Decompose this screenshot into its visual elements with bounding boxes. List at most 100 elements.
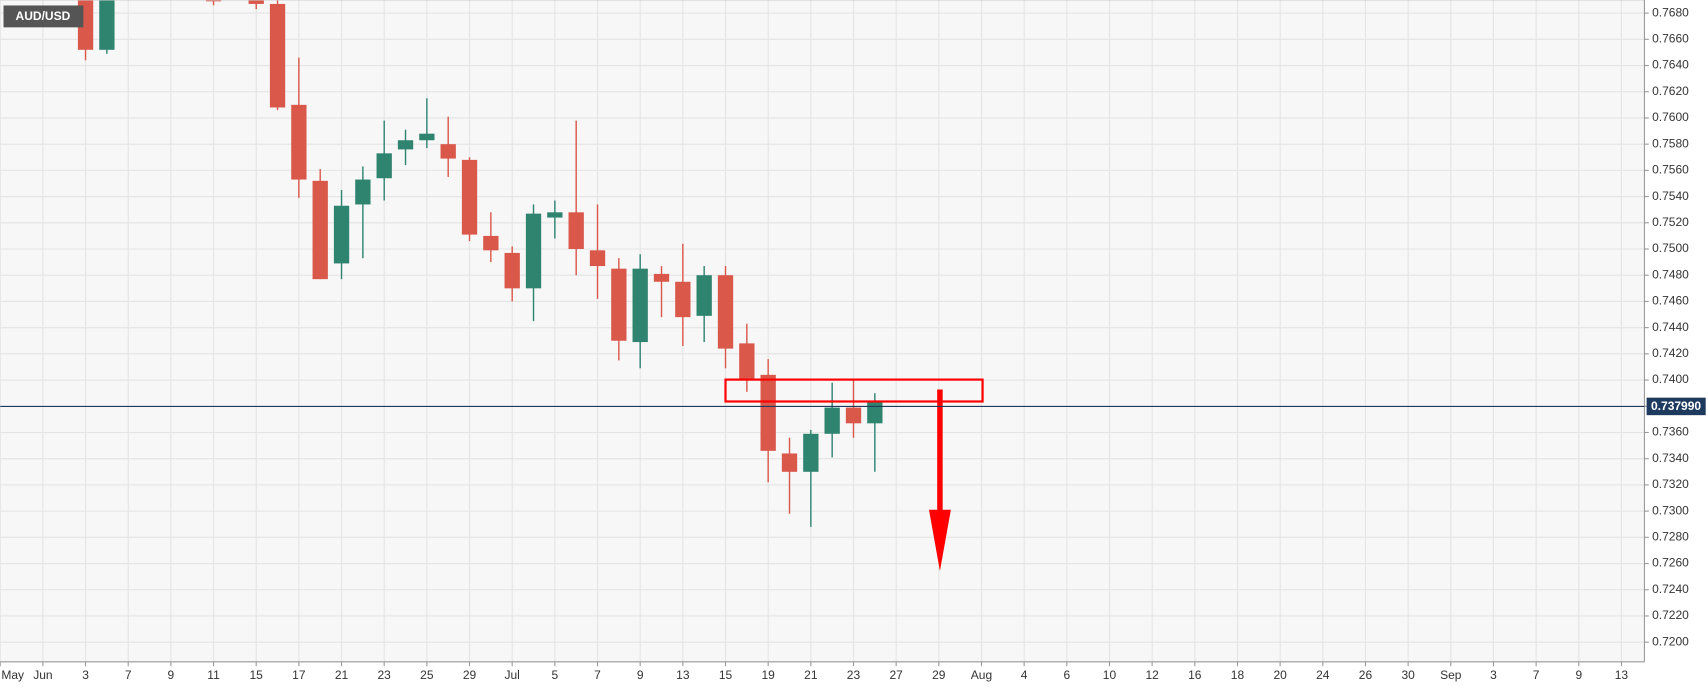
x-tick-label: 18 [1231,668,1245,682]
x-tick-label: 24 [1316,668,1330,682]
y-tick-label: 0.7340 [1652,451,1689,465]
y-tick-label: 0.7400 [1652,372,1689,386]
candle-body [845,407,862,424]
candle-body [589,250,606,267]
candle-body [611,268,627,341]
y-tick-label: 0.7640 [1652,58,1689,72]
y-tick-label: 0.7500 [1652,241,1689,255]
x-tick-label: 7 [1533,668,1540,682]
plot-background [0,0,1644,662]
x-tick-label: Sep [1440,668,1462,682]
x-tick-label: 12 [1145,668,1159,682]
x-tick-label: 21 [335,668,349,682]
x-tick-label: 9 [637,668,644,682]
current-price-badge [1646,397,1706,416]
x-tick-label: Aug [971,668,992,682]
y-tick-label: 0.7460 [1652,294,1689,308]
y-tick-label: 0.7420 [1652,346,1689,360]
x-tick-label: 7 [594,668,601,682]
x-tick-label: 21 [804,668,818,682]
x-tick-label: Jun [33,668,52,682]
x-tick-label: Jul [505,668,520,682]
x-tick-label: 29 [932,668,946,682]
candle-body [483,235,499,251]
x-tick-label: 30 [1401,668,1415,682]
y-tick-label: 0.7540 [1652,189,1689,203]
y-tick-label: 0.7300 [1652,503,1689,517]
x-tick-label: 7 [125,668,132,682]
candle-body [504,252,520,289]
arrow-head [928,509,951,572]
candle-body [397,140,414,150]
y-tick-label: 0.7280 [1652,530,1689,544]
y-tick-label: 0.7480 [1652,267,1689,281]
symbol-badge [3,5,84,28]
x-tick-label: 27 [889,668,903,682]
candle-body [291,104,307,180]
y-tick-label: 0.7520 [1652,215,1689,229]
candle-body [760,374,776,451]
x-tick-label: 3 [1490,668,1497,682]
candle-body [376,153,392,179]
y-tick-label: 0.7220 [1652,608,1689,622]
x-tick-label: 23 [378,668,392,682]
grid [0,0,1645,662]
x-tick-label: 9 [168,668,175,682]
candle-body [333,205,350,264]
candle-body [248,0,264,4]
candle-body [568,212,584,250]
current-price-label: 0.737990 [1651,399,1701,413]
y-tick-label: 0.7240 [1652,582,1689,596]
x-tick-label: 16 [1188,668,1202,682]
x-tick-label: 19 [761,668,775,682]
candle-body [653,273,670,282]
x-tick-label: 29 [463,668,477,682]
x-tick-label: 17 [292,668,306,682]
candle-body [824,407,840,434]
x-tick-label: 10 [1103,668,1117,682]
x-tick-label: 25 [420,668,434,682]
candle-body [717,275,734,349]
candle-body [99,0,115,50]
candle-body [312,180,328,280]
x-tick-label: 15 [719,668,733,682]
candle-body [419,133,435,141]
x-tick-label: 9 [1575,668,1582,682]
y-tick-label: 0.7360 [1652,425,1689,439]
y-tick-label: 0.7260 [1652,556,1689,570]
candle-body [355,179,371,205]
y-tick-label: 0.7580 [1652,136,1689,150]
y-tick-label: 0.7680 [1652,5,1689,19]
y-tick-label: 0.7440 [1652,320,1689,334]
candle-body [461,159,478,235]
x-tick-label: 6 [1063,668,1070,682]
candle-body [781,453,798,472]
y-tick-label: 0.7620 [1652,84,1689,98]
candle-body [696,275,712,316]
x-tick-label: 15 [250,668,264,682]
candle-body [803,433,819,472]
candles [77,0,883,527]
x-tick-label: 5 [552,668,559,682]
y-tick-label: 0.7560 [1652,163,1689,177]
x-tick-label: 20 [1273,668,1287,682]
candle-body [440,144,456,159]
x-tick-label: May [1,668,24,682]
candle-body [547,212,563,218]
x-tick-label: 23 [847,668,861,682]
y-tick-label: 0.7660 [1652,31,1689,45]
candle-body [867,401,883,424]
candle-body [269,3,286,108]
x-tick-label: 11 [207,668,220,682]
candle-body [525,213,542,289]
candle-body [739,343,755,381]
x-tick-label: 3 [82,668,89,682]
x-tick-label: 26 [1359,668,1373,682]
y-tick-label: 0.7600 [1652,110,1689,124]
x-tick-label: 13 [676,668,690,682]
candle-body [205,0,222,2]
candle-body [632,268,648,343]
y-tick-label: 0.7320 [1652,477,1689,491]
